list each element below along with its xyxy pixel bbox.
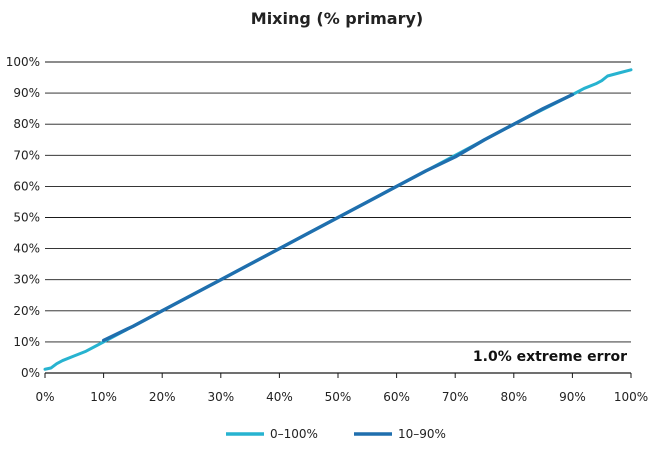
x-tick-label: 40%: [266, 390, 293, 404]
x-tick-label: 70%: [442, 390, 469, 404]
y-tick-label: 100%: [6, 55, 40, 69]
y-tick-label: 40%: [13, 242, 40, 256]
series-lines: [43, 68, 633, 371]
chart-title: Mixing (% primary): [251, 9, 423, 28]
y-tick-label: 50%: [13, 211, 40, 225]
x-tick-label: 60%: [383, 390, 410, 404]
x-tick-label: 10%: [90, 390, 117, 404]
series-line-full-range: [43, 68, 633, 371]
extreme-error-annotation: 1.0% extreme error: [473, 349, 627, 365]
y-tick-label: 80%: [13, 117, 40, 131]
y-axis-ticks: 0% 10% 20% 30% 40% 50% 60% 70% 80% 90% 100%: [6, 55, 40, 380]
x-tick-label: 80%: [500, 390, 527, 404]
y-tick-label: 10%: [13, 335, 40, 349]
y-tick-label: 70%: [13, 148, 40, 162]
y-tick-label: 90%: [13, 86, 40, 100]
x-tick-label: 20%: [149, 390, 176, 404]
y-tick-label: 60%: [13, 179, 40, 193]
legend-label: 10–90%: [398, 427, 446, 441]
x-tick-label: 90%: [559, 390, 586, 404]
x-tick-label: 100%: [614, 390, 648, 404]
legend-label: 0–100%: [270, 427, 318, 441]
legend: 0–100% 10–90%: [226, 427, 446, 441]
x-tick-label: 0%: [35, 390, 54, 404]
series-line-mid-range: [101, 92, 575, 343]
y-tick-label: 20%: [13, 304, 40, 318]
x-axis-ticks: 0% 10% 20% 30% 40% 50% 60% 70% 80% 90% 100%: [35, 373, 648, 404]
x-tick-label: 30%: [207, 390, 234, 404]
y-tick-label: 0%: [21, 366, 40, 380]
x-tick-label: 50%: [325, 390, 352, 404]
y-tick-label: 30%: [13, 273, 40, 287]
